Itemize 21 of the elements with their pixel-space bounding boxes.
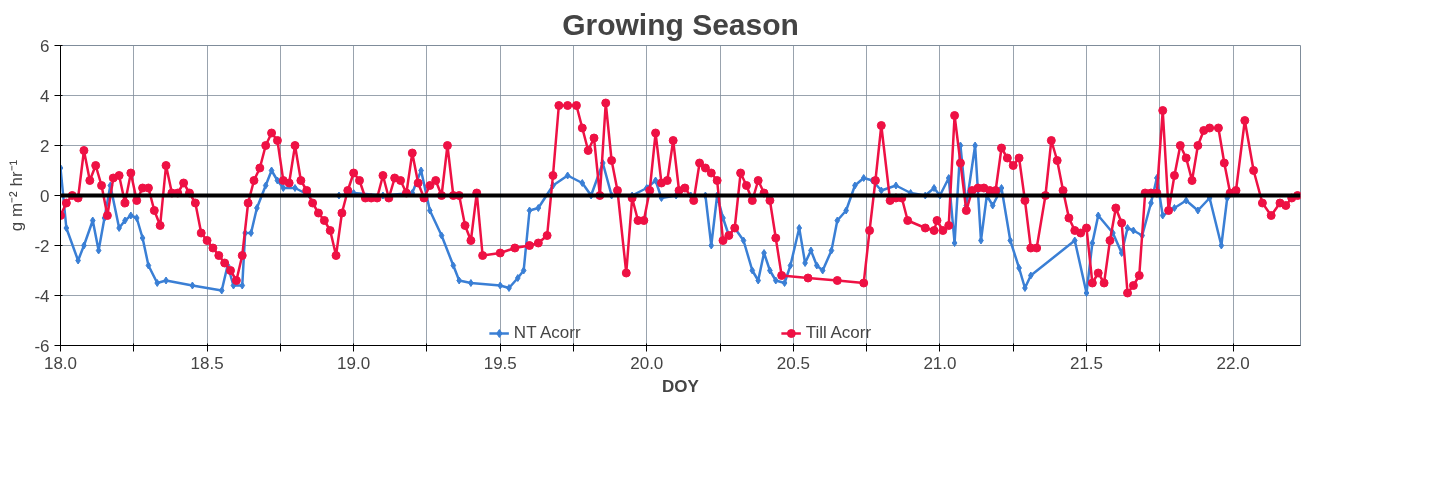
x-tick-label: 19.0: [337, 353, 371, 373]
y-tick-label: 0: [40, 186, 50, 206]
y-tick-label: 6: [40, 36, 50, 56]
y-tick-label: 2: [40, 136, 50, 156]
x-tick-label: 18.5: [190, 353, 224, 373]
y-tick-label: -4: [34, 286, 50, 306]
y-tick-label: -6: [34, 336, 50, 356]
x-axis-title: DOY: [662, 376, 700, 396]
x-tick-label: 18.0: [43, 353, 78, 373]
legend-label: Till Acorr: [805, 323, 872, 343]
legend-label: NT Acorr: [513, 323, 581, 343]
y-tick-label: 4: [40, 86, 50, 106]
x-tick-label: 22.0: [1216, 353, 1250, 373]
chart-title: Growing Season: [562, 7, 799, 41]
y-axis-title: g m⁻² hr⁻¹: [7, 159, 27, 232]
x-tick-label: 19.5: [483, 353, 517, 373]
x-tick-label: 21.5: [1069, 353, 1104, 373]
x-tick-label: 21.0: [923, 353, 957, 373]
y-tick-label: -2: [34, 236, 50, 256]
x-tick-label: 20.0: [630, 353, 664, 373]
x-tick-label: 20.5: [776, 353, 810, 373]
